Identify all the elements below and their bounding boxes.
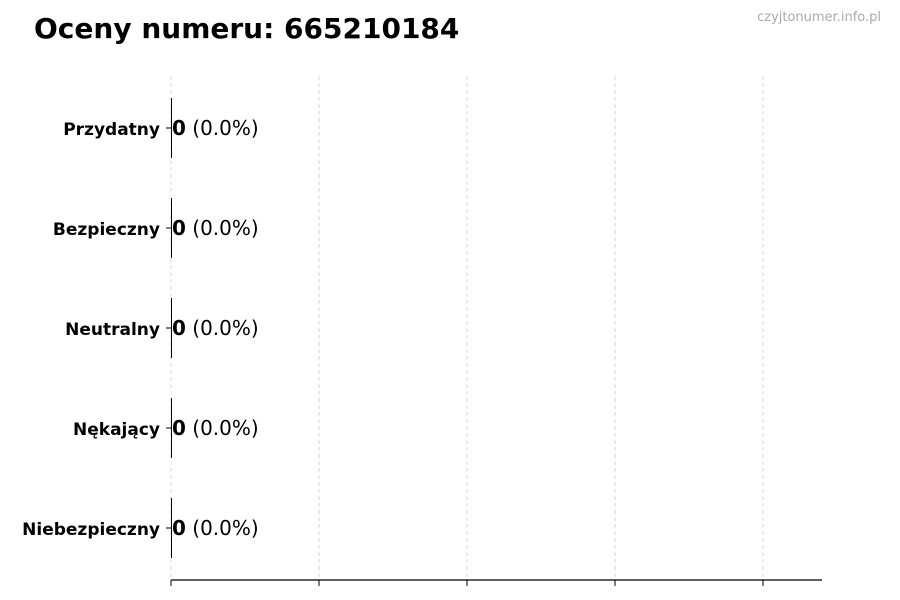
data-label-count: 0 [172,516,186,540]
data-label-percent: (0.0%) [186,416,259,440]
data-label-count: 0 [172,416,186,440]
data-label-count: 0 [172,316,186,340]
data-label-percent: (0.0%) [186,516,259,540]
data-label-percent: (0.0%) [186,216,259,240]
bar [171,398,172,458]
data-label: 0 (0.0%) [172,416,259,440]
data-label-count: 0 [172,216,186,240]
bar [171,198,172,258]
data-label-percent: (0.0%) [186,316,259,340]
category-label: Przydatny [63,120,160,140]
category-label: Bezpieczny [53,220,160,240]
chart-title: Oceny numeru: 665210184 [34,12,460,45]
data-label: 0 (0.0%) [172,216,259,240]
category-label: Niebezpieczny [22,520,160,540]
data-label-count: 0 [172,116,186,140]
data-label: 0 (0.0%) [172,316,259,340]
bar [171,98,172,158]
watermark: czyjtonumer.info.pl [757,10,881,25]
category-label: Neutralny [65,320,160,340]
bar [171,298,172,358]
data-label: 0 (0.0%) [172,116,259,140]
data-label: 0 (0.0%) [172,516,259,540]
bar [171,498,172,558]
category-label: Nękający [73,420,160,440]
data-label-percent: (0.0%) [186,116,259,140]
